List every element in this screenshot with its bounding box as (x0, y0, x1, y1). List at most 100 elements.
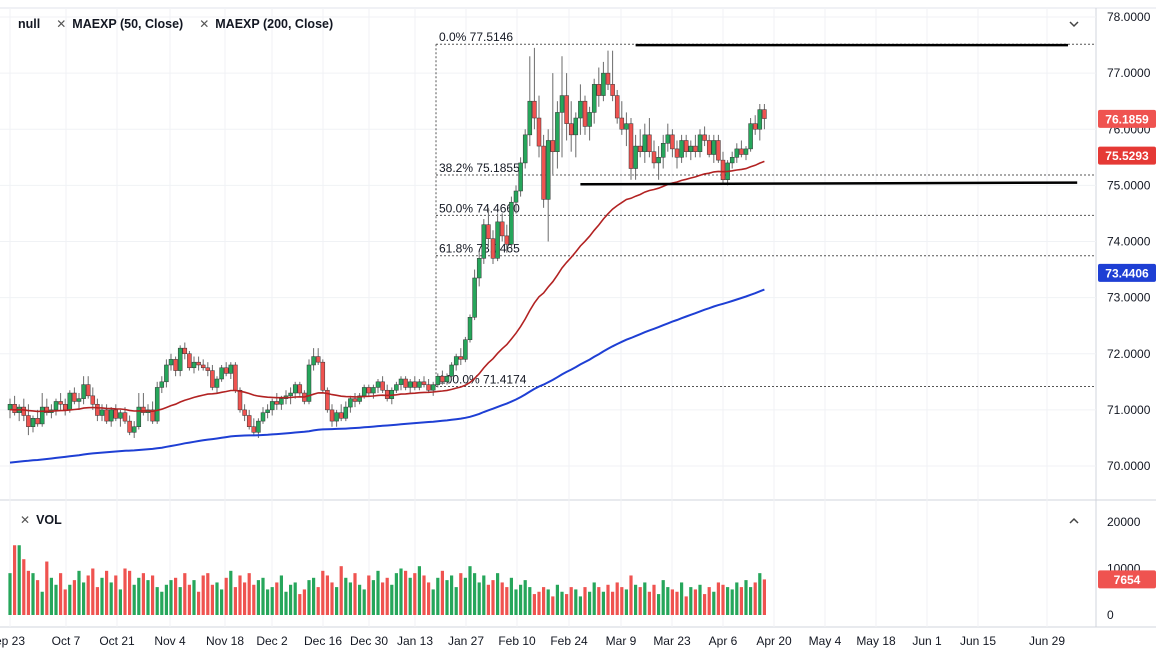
close-icon[interactable]: ✕ (199, 17, 210, 31)
volume-bar (59, 573, 63, 615)
volume-bar (477, 582, 481, 615)
candle-body (403, 378, 408, 388)
volume-bar (569, 587, 573, 615)
time-tick-label: Dec 2 (256, 634, 288, 648)
volume-bar (551, 596, 555, 615)
candle-body (67, 392, 73, 411)
chevron-down-icon[interactable] (1067, 18, 1081, 32)
trendlines[interactable] (580, 43, 1078, 186)
candle-body (214, 378, 220, 388)
volume-bar (496, 573, 500, 615)
volume-bar (82, 582, 86, 615)
candle-body (628, 123, 634, 169)
close-icon[interactable]: ✕ (56, 17, 67, 31)
volume-bar (371, 580, 375, 615)
candle-body (375, 381, 381, 388)
close-icon[interactable]: ✕ (20, 513, 31, 527)
candle-body (72, 392, 77, 402)
time-tick-label: ep 23 (0, 634, 25, 648)
candle-body (233, 364, 238, 391)
candle-body (228, 364, 234, 374)
volume-bar (160, 591, 164, 615)
candle-body (647, 134, 652, 152)
time-tick-label: May 18 (856, 634, 896, 648)
candle-body (545, 140, 551, 200)
volume-bar (427, 582, 431, 615)
candle-body (361, 387, 367, 397)
candle-body (85, 384, 91, 397)
candle-body (58, 401, 63, 405)
candle-body (486, 224, 491, 239)
candle-body (688, 145, 694, 152)
candle-body (679, 140, 684, 158)
volume-bar (22, 559, 26, 615)
candle-body (463, 339, 468, 360)
volume-bar (684, 596, 688, 615)
candle-body (53, 401, 59, 411)
price-tick-label: 70.0000 (1107, 459, 1151, 473)
candle-body (729, 157, 735, 164)
price-tick-label: 71.0000 (1107, 403, 1151, 417)
candle-body (329, 409, 335, 422)
volume-bar (574, 589, 578, 615)
volume-bar (100, 577, 104, 615)
volume-bar (634, 584, 638, 615)
legend-ma200[interactable]: ✕ MAEXP (200, Close) (199, 17, 333, 31)
volume-bar (45, 561, 49, 615)
volume-bar (537, 591, 541, 615)
candle-body (605, 72, 611, 85)
volume-bar (330, 582, 334, 615)
volume-bar (178, 587, 182, 615)
time-tick-label: Jan 13 (397, 634, 433, 648)
candle-body (660, 143, 666, 158)
price-tick-label: 77.0000 (1107, 66, 1151, 80)
volume-bar (105, 570, 109, 615)
volume-bar (312, 577, 316, 615)
legend: null ✕ MAEXP (50, Close) ✕ MAEXP (200, C… (18, 17, 349, 31)
candle-body (274, 401, 280, 405)
volume-bar (523, 580, 527, 615)
volume-bar (753, 582, 757, 615)
candle-body (288, 392, 293, 397)
candle-body (495, 221, 500, 259)
volume-bar (238, 575, 242, 615)
candle-body (757, 109, 763, 130)
volume-bar (514, 589, 518, 615)
fib-level-label: 38.2% 75.1855 (439, 161, 520, 175)
candle-body (614, 95, 620, 119)
legend-ma50[interactable]: ✕ MAEXP (50, Close) (56, 17, 183, 31)
volume-bar (440, 570, 444, 615)
fib-level-label: 100.0% 71.4174 (439, 372, 527, 386)
ma200-line (9, 288, 765, 464)
volume-bar (353, 573, 357, 615)
candle-body (430, 384, 436, 391)
price-tick-label: 75.0000 (1107, 178, 1151, 192)
candle-body (246, 415, 252, 427)
volume-bar (578, 596, 582, 615)
volume-bar (95, 587, 99, 615)
chevron-up-icon[interactable] (1067, 515, 1081, 529)
ma50-value-label-bg (1098, 146, 1156, 165)
volume-bar (417, 566, 421, 615)
volume-bar (187, 584, 191, 615)
volume-bar (31, 573, 35, 615)
time-tick-label: Jun 29 (1029, 634, 1065, 648)
candle-body (338, 412, 344, 419)
volume-bar (17, 545, 21, 615)
volume-bar (624, 589, 628, 615)
candle-body (591, 84, 597, 113)
volume-bar (394, 573, 398, 615)
volume-bar (491, 580, 495, 615)
candle-body (665, 134, 671, 144)
candle-body (187, 353, 192, 369)
ma200-value-label: 73.4406 (1105, 266, 1149, 280)
candle-body (311, 356, 316, 366)
candle-body (177, 347, 183, 371)
ma50-line (9, 160, 765, 413)
candle-body (205, 367, 211, 371)
candle-body (159, 381, 165, 388)
volume-bar (744, 580, 748, 615)
volume-bar (459, 573, 463, 615)
